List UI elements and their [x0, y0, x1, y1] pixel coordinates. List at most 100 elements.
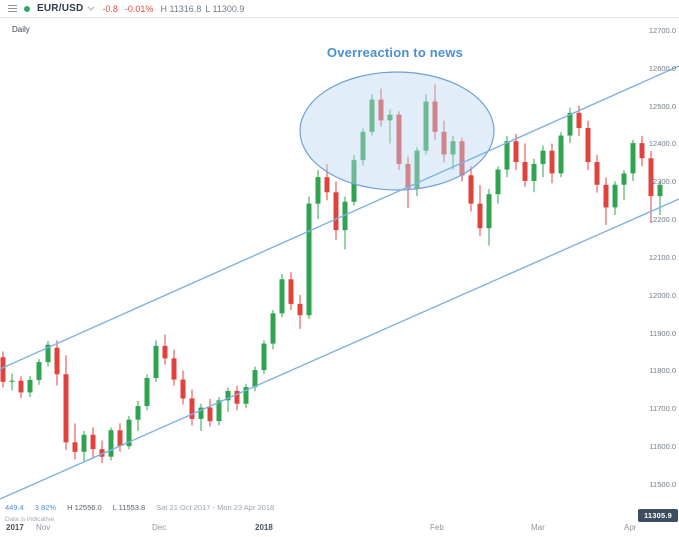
candle-body [288, 279, 294, 304]
candle-body [477, 203, 483, 229]
highlight-ellipse [299, 71, 495, 191]
x-axis-label: Dec [152, 523, 167, 532]
range-stats-bar: 449.4 3.82% H 12556.0 L 11553.8 Sat 21 O… [5, 503, 285, 512]
price-tick-label: 11700.0 [649, 404, 676, 414]
price-tick-label: 12200.0 [648, 215, 676, 225]
menu-icon[interactable] [8, 5, 17, 12]
candle-body [648, 158, 654, 197]
channel-lower-line[interactable] [0, 198, 679, 500]
candle-body [657, 184, 663, 197]
candle-body [351, 160, 357, 202]
price-tick-label: 11500.0 [649, 479, 676, 489]
candle-body [198, 407, 204, 419]
candle-body [207, 407, 213, 422]
time-axis[interactable]: 2017 Nov Dec 2018 Feb Mar Apr [0, 523, 679, 537]
candle-body [432, 101, 438, 132]
candle-body [549, 150, 555, 174]
candle-body [63, 374, 69, 443]
candle-body [630, 143, 636, 174]
x-axis-label: Mar [531, 523, 545, 532]
candle-body [612, 184, 618, 208]
candle-body [567, 112, 573, 136]
candle-body [81, 434, 87, 452]
candle-body [9, 380, 15, 382]
x-axis-label: 2017 [6, 523, 24, 532]
market-open-status-icon [24, 5, 30, 12]
price-tick-label: 12700.0 [648, 26, 676, 35]
candle-body [90, 434, 96, 450]
candle-body [36, 362, 42, 380]
candle-body [369, 99, 375, 132]
candle-body [468, 175, 474, 204]
session-high: H 11316.8 [160, 3, 202, 14]
candle-body [108, 430, 114, 457]
timeframe-label: Daily [12, 25, 30, 34]
period-high: H 12556.0 [67, 503, 102, 512]
price-tick-label: 12300.0 [648, 177, 676, 187]
candle-body [54, 347, 60, 375]
candle-body [306, 203, 312, 316]
candle-body [18, 380, 24, 393]
candle-body [117, 430, 123, 447]
period-low: L 11553.8 [112, 503, 146, 512]
candle-body [396, 114, 402, 164]
candle-body [324, 177, 330, 193]
price-change-percent: -0.01% [124, 3, 154, 14]
candle-body [252, 370, 258, 388]
range-percent: 3.82% [34, 503, 57, 512]
candle-body [216, 400, 222, 422]
price-tick-label: 11900.0 [649, 328, 676, 338]
candle-body [135, 406, 141, 420]
candle-body [504, 141, 510, 170]
candle-body [450, 141, 456, 155]
candle-body [459, 141, 465, 176]
candle-body [378, 99, 384, 121]
candle-body [27, 379, 33, 393]
candle-body [540, 150, 546, 164]
price-tick-label: 11800.0 [649, 366, 676, 376]
price-tick-label: 12000.0 [648, 290, 676, 300]
candle-body [441, 131, 447, 155]
session-low: L 11300.9 [205, 3, 245, 14]
x-axis-label: Nov [36, 523, 51, 532]
symbol-selector[interactable]: EUR/USD [37, 3, 84, 14]
candle-body [99, 449, 105, 457]
price-change: -0.8 [102, 3, 118, 14]
candle-body [414, 150, 420, 189]
price-tick-label: 12100.0 [648, 252, 676, 262]
candle-body [225, 390, 231, 401]
candle-body [315, 177, 321, 204]
candle-body [72, 442, 78, 452]
range-points: 449.4 [5, 503, 24, 512]
candle-body [171, 358, 177, 380]
candle-body [333, 192, 339, 231]
candle-body [603, 184, 609, 208]
candle-body [126, 419, 132, 447]
candle-body [594, 162, 600, 185]
candle-body [270, 313, 276, 344]
candle-body [45, 344, 51, 363]
candle-body [297, 303, 303, 316]
candle-body [423, 101, 429, 151]
candle-body [162, 345, 168, 359]
x-axis-label: 2018 [255, 523, 273, 532]
x-axis-label: Feb [430, 523, 444, 532]
candle-body [279, 279, 285, 314]
channel-upper-line[interactable] [0, 65, 679, 370]
candle-body [0, 357, 6, 382]
candle-body [513, 141, 519, 163]
candle-body [234, 390, 240, 404]
candle-body [153, 345, 159, 379]
candle-body [180, 379, 186, 399]
price-axis[interactable]: 11305.9 12700.0 12600.0 12500.0 12400.0 1230… [631, 0, 679, 537]
candle-body [387, 114, 393, 121]
candle-body [243, 387, 249, 404]
candle-body [522, 162, 528, 181]
price-tick-label: 12500.0 [648, 101, 676, 111]
current-price-badge: 11305.9 [638, 509, 678, 522]
candle-body [576, 112, 582, 128]
period-range-dates: Sat 21 Oct 2017 - Mon 23 Apr 2018 [156, 503, 275, 512]
candle-body [189, 398, 195, 419]
instrument-top-bar: EUR/USD -0.8 -0.01% H 11316.8 L 11300.9 [0, 0, 679, 18]
